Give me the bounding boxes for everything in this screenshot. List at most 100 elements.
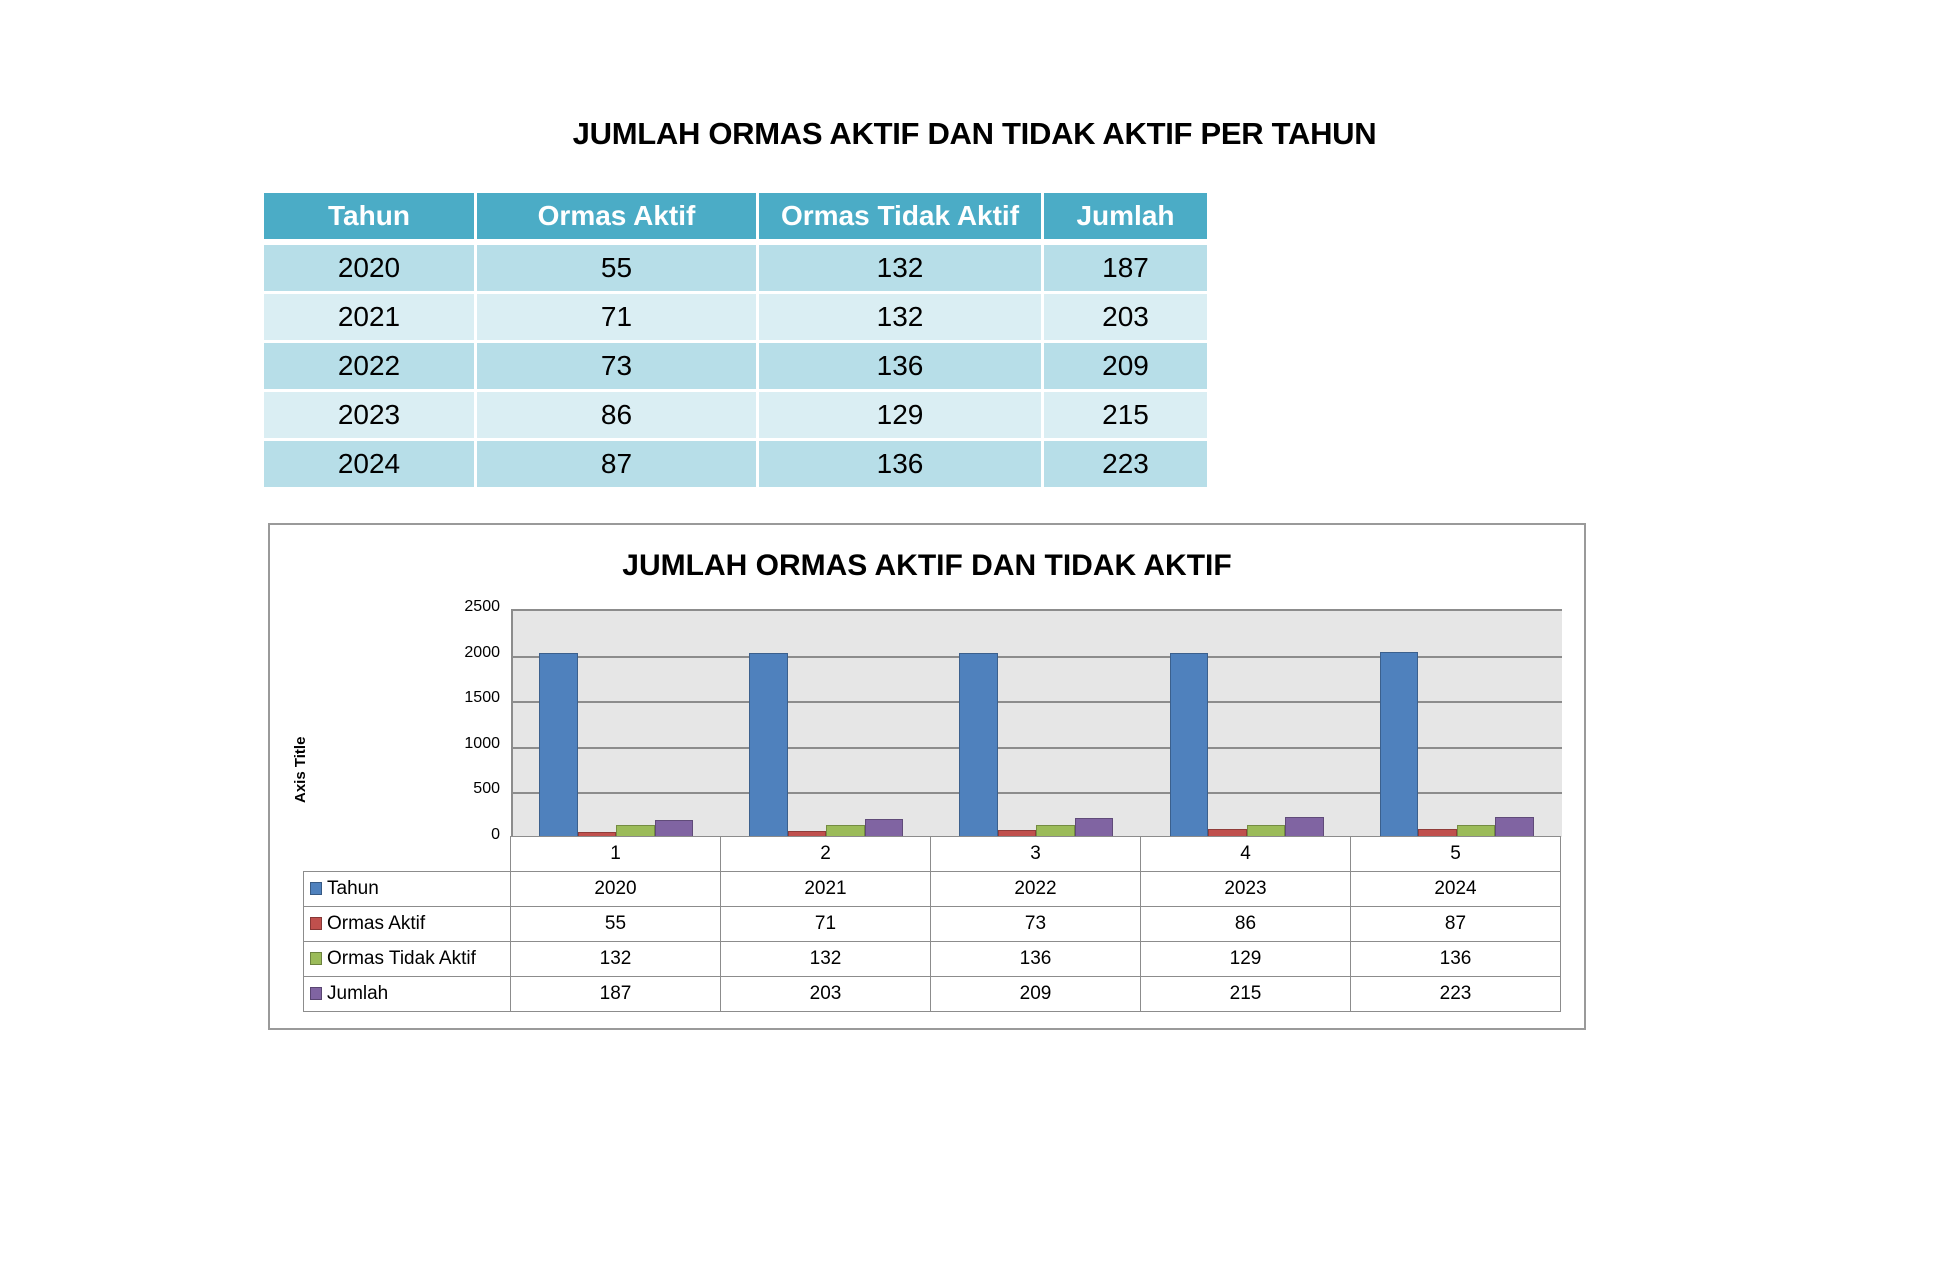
cell: 203	[1044, 294, 1207, 343]
series-row: Jumlah 187 203 209 215 223	[303, 976, 1561, 1012]
data-cell: 132	[720, 941, 931, 977]
category-label: 3	[930, 836, 1141, 872]
bar-ormas-aktif[interactable]	[997, 830, 1037, 837]
bar-jumlah[interactable]	[1495, 816, 1534, 837]
legend-entry[interactable]: Tahun	[303, 871, 511, 907]
legend-swatch-icon	[310, 987, 322, 1000]
y-tick-label: 2000	[464, 643, 500, 661]
cell: 55	[477, 245, 759, 294]
cell: 132	[759, 294, 1044, 343]
header-ormas-aktif: Ormas Aktif	[477, 193, 759, 245]
chart-title: JUMLAH ORMAS AKTIF DAN TIDAK AKTIF	[622, 549, 1232, 582]
bar-ormas-tidak-aktif[interactable]	[1036, 824, 1075, 837]
cell: 136	[759, 343, 1044, 392]
table-row: 2023 86 129 215	[264, 392, 1207, 441]
plot-area	[511, 609, 1562, 837]
bar-ormas-tidak-aktif[interactable]	[616, 824, 655, 837]
cell: 2024	[264, 441, 477, 487]
data-cell: 2024	[1350, 871, 1561, 907]
bar-ormas-aktif[interactable]	[577, 831, 616, 837]
bar-tahun[interactable]	[1379, 652, 1419, 837]
legend-entry[interactable]: Ormas Aktif	[303, 906, 511, 942]
data-cell: 215	[1140, 976, 1351, 1012]
gridline	[513, 701, 1562, 704]
bar-jumlah[interactable]	[1285, 817, 1324, 837]
cell: 2023	[264, 392, 477, 441]
y-axis-title: Axis Title	[292, 736, 309, 803]
bar-ormas-tidak-aktif[interactable]	[826, 824, 865, 837]
legend-entry[interactable]: Ormas Tidak Aktif	[303, 941, 511, 977]
data-cell: 129	[1140, 941, 1351, 977]
bar-ormas-aktif[interactable]	[1208, 829, 1247, 837]
bar-tahun[interactable]	[749, 652, 788, 837]
data-cell: 2020	[510, 871, 721, 907]
legend-swatch-icon	[310, 952, 322, 965]
cell: 187	[1044, 245, 1207, 294]
data-table: Tahun Ormas Aktif Ormas Tidak Aktif Juml…	[264, 193, 1207, 487]
table-row: 2020 55 132 187	[264, 245, 1207, 294]
legend-entry[interactable]: Jumlah	[303, 976, 511, 1012]
cell: 2020	[264, 245, 477, 294]
bar-tahun[interactable]	[539, 652, 578, 837]
y-tick-label: 0	[491, 826, 500, 843]
bar-ormas-tidak-aktif[interactable]	[1246, 825, 1286, 837]
data-cell: 203	[720, 976, 931, 1012]
cell: 215	[1044, 392, 1207, 441]
data-cell: 187	[510, 976, 721, 1012]
cell: 209	[1044, 343, 1207, 392]
cell: 2021	[264, 294, 477, 343]
category-label: 1	[510, 836, 721, 872]
blank-cell	[304, 837, 511, 872]
legend-label: Ormas Aktif	[327, 913, 426, 934]
header-ormas-tidak-aktif: Ormas Tidak Aktif	[759, 193, 1044, 245]
data-cell: 55	[510, 906, 721, 942]
bar-ormas-aktif[interactable]	[1418, 829, 1457, 837]
cell: 71	[477, 294, 759, 343]
data-cell: 136	[1350, 941, 1561, 977]
data-cell: 132	[510, 941, 721, 977]
y-tick-label: 1000	[464, 734, 500, 752]
data-cell: 2022	[930, 871, 1141, 907]
bar-jumlah[interactable]	[1074, 817, 1114, 837]
category-label: 5	[1350, 836, 1561, 872]
bar-jumlah[interactable]	[654, 819, 693, 837]
bar-ormas-aktif[interactable]	[787, 830, 827, 837]
data-cell: 223	[1350, 976, 1561, 1012]
table-row: 2021 71 132 203	[264, 294, 1207, 343]
category-label: 4	[1140, 836, 1351, 872]
legend-label: Ormas Tidak Aktif	[327, 948, 476, 969]
table-row: 2024 87 136 223	[264, 441, 1207, 487]
bar-jumlah[interactable]	[864, 818, 904, 837]
cell: 132	[759, 245, 1044, 294]
series-row: Ormas Aktif 55 71 73 86 87	[303, 906, 1561, 942]
series-row: Ormas Tidak Aktif 132 132 136 129 136	[303, 941, 1561, 977]
legend-label: Tahun	[327, 878, 379, 899]
cell: 136	[759, 441, 1044, 487]
data-cell: 71	[720, 906, 931, 942]
legend-label: Jumlah	[327, 983, 389, 1004]
gridline	[513, 792, 1562, 795]
legend-swatch-icon	[310, 882, 322, 895]
data-cell: 2023	[1140, 871, 1351, 907]
bar-ormas-tidak-aktif[interactable]	[1456, 824, 1496, 837]
y-tick-label: 500	[473, 780, 500, 798]
data-cell: 86	[1140, 906, 1351, 942]
data-cell: 136	[930, 941, 1141, 977]
chart-data-table: 1 2 3 4 5 Tahun 2020 2021 2022 2023 2024 Ormas Akti…	[303, 836, 1561, 1012]
data-cell: 87	[1350, 906, 1561, 942]
page-title: JUMLAH ORMAS AKTIF DAN TIDAK AKTIF PER T…	[572, 116, 1377, 151]
bar-tahun[interactable]	[959, 652, 998, 837]
cell: 86	[477, 392, 759, 441]
gridline	[513, 655, 1562, 658]
category-label: 2	[720, 836, 931, 872]
table-header-row: Tahun Ormas Aktif Ormas Tidak Aktif Juml…	[264, 193, 1207, 245]
y-tick-label: 1500	[464, 689, 500, 707]
bar-tahun[interactable]	[1169, 652, 1209, 837]
legend-swatch-icon	[310, 917, 322, 930]
table-row: 2022 73 136 209	[264, 343, 1207, 392]
cell: 129	[759, 392, 1044, 441]
cell: 73	[477, 343, 759, 392]
chart-frame[interactable]: JUMLAH ORMAS AKTIF DAN TIDAK AKTIF Axis …	[268, 523, 1586, 1030]
header-tahun: Tahun	[264, 193, 477, 245]
